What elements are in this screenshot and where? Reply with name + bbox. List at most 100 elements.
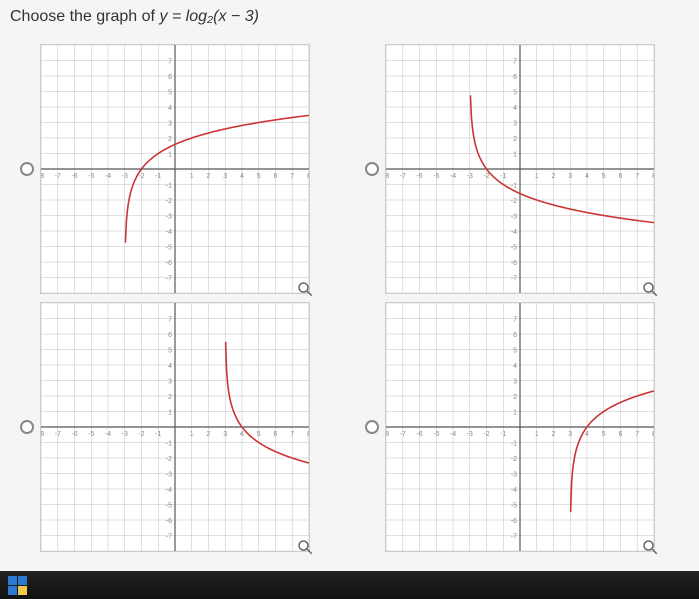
zoom-icon[interactable] [296,538,314,556]
svg-text:6: 6 [274,173,278,180]
option-a[interactable]: -8-7-6-5-4-3-2-112345678-7-6-5-4-3-2-112… [20,44,335,294]
svg-text:1: 1 [190,431,194,438]
svg-text:1: 1 [534,431,538,438]
svg-text:6: 6 [168,74,172,81]
svg-text:-6: -6 [166,260,172,267]
svg-text:-4: -4 [449,431,455,438]
svg-text:6: 6 [274,431,278,438]
svg-text:5: 5 [257,431,261,438]
svg-text:2: 2 [207,173,211,180]
svg-text:3: 3 [513,120,517,127]
svg-text:-4: -4 [510,487,516,494]
svg-text:-6: -6 [166,518,172,525]
svg-text:1: 1 [513,151,517,158]
svg-text:-2: -2 [483,173,489,180]
svg-text:4: 4 [513,363,517,370]
svg-text:-1: -1 [155,431,161,438]
svg-text:8: 8 [651,431,654,438]
win-sq [8,576,17,585]
svg-text:-2: -2 [510,198,516,205]
svg-text:3: 3 [513,378,517,385]
svg-text:-8: -8 [385,431,389,438]
svg-text:-6: -6 [510,518,516,525]
svg-text:-4: -4 [510,229,516,236]
svg-text:-3: -3 [122,173,128,180]
svg-text:7: 7 [513,58,517,65]
svg-text:7: 7 [635,173,639,180]
win-sq [18,576,27,585]
svg-text:6: 6 [513,332,517,339]
svg-text:-4: -4 [105,431,111,438]
svg-text:4: 4 [168,363,172,370]
svg-text:-6: -6 [510,260,516,267]
svg-text:3: 3 [223,431,227,438]
svg-text:-1: -1 [510,440,516,447]
win-sq [18,586,27,595]
svg-text:-7: -7 [399,431,405,438]
svg-text:-5: -5 [88,431,94,438]
svg-text:7: 7 [290,431,294,438]
radio-a[interactable] [20,162,34,176]
svg-text:-4: -4 [166,487,172,494]
svg-text:6: 6 [513,74,517,81]
graph-c: -8-7-6-5-4-3-2-112345678-7-6-5-4-3-2-112… [40,302,310,552]
svg-text:7: 7 [168,316,172,323]
svg-text:7: 7 [513,316,517,323]
win-sq [8,586,17,595]
svg-text:-3: -3 [510,213,516,220]
svg-text:-7: -7 [510,275,516,282]
option-d[interactable]: -8-7-6-5-4-3-2-112345678-7-6-5-4-3-2-112… [365,302,680,552]
options-grid: -8 -7 -6 -5 -4 -3 -2 -1 1 2 3 4 5 6 7 8 -7 -6 -5 -4 -3 -2 -1 1 2… [0,34,699,552]
svg-text:4: 4 [585,173,589,180]
svg-text:4: 4 [240,173,244,180]
svg-text:5: 5 [168,89,172,96]
svg-text:4: 4 [168,105,172,112]
option-c[interactable]: -8-7-6-5-4-3-2-112345678-7-6-5-4-3-2-112… [20,302,335,552]
svg-text:-5: -5 [433,431,439,438]
svg-text:4: 4 [585,431,589,438]
zoom-icon[interactable] [641,280,659,298]
svg-text:-1: -1 [500,173,506,180]
radio-b[interactable] [365,162,379,176]
zoom-icon[interactable] [296,280,314,298]
svg-text:-6: -6 [416,173,422,180]
taskbar [0,571,699,599]
svg-text:5: 5 [513,347,517,354]
svg-text:-1: -1 [166,440,172,447]
start-button[interactable] [8,576,27,595]
svg-text:-5: -5 [166,244,172,251]
svg-text:-1: -1 [500,431,506,438]
svg-text:-8: -8 [385,173,389,180]
svg-text:1: 1 [168,409,172,416]
svg-text:-5: -5 [166,502,172,509]
graph-b: -8-7-6-5-4-3-2-112345678-7-6-5-4-3-2-112… [385,44,655,294]
svg-text:-2: -2 [166,198,172,205]
svg-text:-7: -7 [55,431,61,438]
svg-text:2: 2 [168,136,172,143]
svg-text:4: 4 [240,431,244,438]
radio-c[interactable] [20,420,34,434]
graph-a: -8-7-6-5-4-3-2-112345678-7-6-5-4-3-2-112… [40,44,310,294]
svg-text:-1: -1 [510,182,516,189]
svg-text:2: 2 [551,431,555,438]
svg-text:-3: -3 [166,213,172,220]
option-b[interactable]: -8-7-6-5-4-3-2-112345678-7-6-5-4-3-2-112… [365,44,680,294]
svg-text:5: 5 [513,89,517,96]
question-prefix: Choose the graph of [10,8,159,25]
radio-d[interactable] [365,420,379,434]
svg-text:-4: -4 [105,173,111,180]
zoom-icon[interactable] [641,538,659,556]
svg-text:2: 2 [551,173,555,180]
svg-text:-4: -4 [449,173,455,180]
svg-text:7: 7 [168,58,172,65]
svg-text:-6: -6 [416,431,422,438]
graph-wrap-a: -8-7-6-5-4-3-2-112345678-7-6-5-4-3-2-112… [40,44,310,294]
svg-text:6: 6 [618,173,622,180]
svg-text:1: 1 [168,151,172,158]
svg-text:-2: -2 [138,431,144,438]
svg-text:-7: -7 [510,533,516,540]
svg-text:8: 8 [307,173,310,180]
svg-text:1: 1 [190,173,194,180]
graph-wrap-c: -8-7-6-5-4-3-2-112345678-7-6-5-4-3-2-112… [40,302,310,552]
svg-text:-5: -5 [88,173,94,180]
